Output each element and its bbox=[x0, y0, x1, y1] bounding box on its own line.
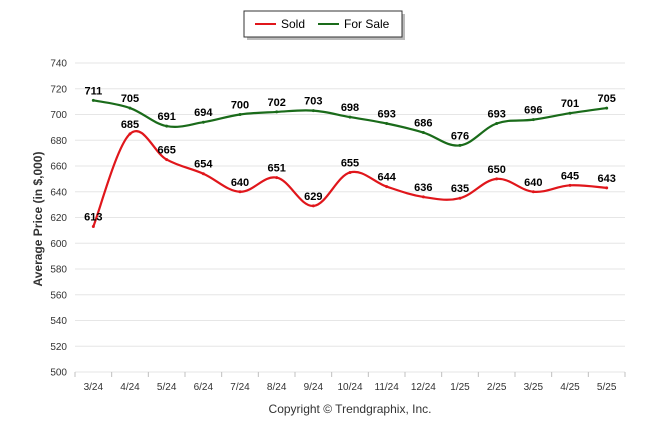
data-point-for-sale bbox=[495, 122, 499, 126]
data-point-for-sale bbox=[421, 131, 425, 135]
data-point-sold bbox=[531, 190, 535, 194]
data-point-for-sale bbox=[201, 120, 205, 124]
data-point-for-sale bbox=[238, 113, 242, 116]
legend: Sold For Sale bbox=[243, 10, 405, 40]
data-point-sold bbox=[348, 170, 352, 174]
data-point-for-sale bbox=[385, 122, 389, 126]
data-label-sold: 643 bbox=[597, 173, 615, 185]
data-point-sold bbox=[311, 204, 315, 208]
data-label-for-sale: 703 bbox=[304, 96, 322, 108]
data-label-for-sale: 693 bbox=[377, 109, 395, 121]
x-tick-label: 12/24 bbox=[411, 382, 436, 393]
data-point-for-sale bbox=[91, 98, 95, 102]
y-tick-label: 580 bbox=[50, 265, 67, 276]
y-tick-label: 680 bbox=[50, 136, 67, 147]
data-label-sold: 685 bbox=[121, 119, 139, 131]
data-label-for-sale: 701 bbox=[561, 98, 579, 110]
data-point-for-sale bbox=[165, 124, 169, 128]
data-point-sold bbox=[128, 132, 132, 136]
data-label-sold: 655 bbox=[341, 157, 359, 169]
data-label-for-sale: 686 bbox=[414, 118, 432, 130]
x-tick-label: 4/24 bbox=[120, 382, 140, 393]
data-point-sold bbox=[421, 195, 425, 199]
data-point-for-sale bbox=[605, 106, 609, 110]
x-tick-label: 8/24 bbox=[267, 382, 287, 393]
data-label-sold: 629 bbox=[304, 191, 322, 203]
data-label-for-sale: 698 bbox=[341, 102, 359, 114]
data-label-for-sale: 694 bbox=[194, 107, 213, 119]
copyright-credit: Copyright © Trendgraphix, Inc. bbox=[269, 402, 432, 416]
data-point-for-sale bbox=[458, 143, 462, 147]
y-tick-label: 500 bbox=[50, 368, 67, 379]
y-tick-label: 620 bbox=[50, 213, 67, 224]
data-point-sold bbox=[458, 196, 462, 200]
data-point-sold bbox=[605, 186, 609, 190]
x-tick-label: 9/24 bbox=[304, 382, 324, 393]
y-tick-label: 740 bbox=[50, 59, 67, 70]
x-tick-label: 10/24 bbox=[337, 382, 362, 393]
data-label-sold: 636 bbox=[414, 182, 432, 194]
data-point-sold bbox=[495, 177, 499, 181]
data-label-sold: 650 bbox=[487, 164, 505, 176]
data-label-sold: 644 bbox=[377, 172, 396, 184]
y-tick-label: 720 bbox=[50, 84, 67, 95]
grid-lines bbox=[75, 62, 625, 373]
y-tick-label: 640 bbox=[50, 187, 67, 198]
x-tick-label: 7/24 bbox=[230, 382, 250, 393]
data-point-sold bbox=[91, 225, 95, 229]
y-tick-labels: 500 520 540 560 580 600 620 640 660 680 700 720 740 bbox=[50, 59, 67, 379]
data-label-sold: 654 bbox=[194, 159, 213, 171]
data-label-sold: 613 bbox=[84, 212, 102, 224]
data-label-for-sale: 700 bbox=[231, 100, 249, 112]
data-point-sold bbox=[568, 183, 572, 187]
data-label-for-sale: 696 bbox=[524, 105, 542, 117]
data-label-for-sale: 705 bbox=[121, 93, 139, 105]
x-tick-label: 2/25 bbox=[487, 382, 507, 393]
x-tick-label: 11/24 bbox=[375, 382, 400, 393]
y-tick-label: 560 bbox=[50, 290, 67, 301]
data-label-sold: 640 bbox=[524, 177, 542, 189]
x-tick-label: 6/24 bbox=[194, 382, 214, 393]
x-tick-label: 3/24 bbox=[84, 382, 104, 393]
data-label-sold: 635 bbox=[451, 183, 469, 195]
x-tick-label: 1/25 bbox=[450, 382, 470, 393]
data-point-sold bbox=[165, 158, 169, 162]
y-tick-label: 700 bbox=[50, 110, 67, 121]
data-label-sold: 665 bbox=[157, 145, 175, 157]
data-point-sold bbox=[201, 172, 205, 176]
series-lines bbox=[91, 98, 609, 229]
data-label-sold: 651 bbox=[267, 163, 285, 175]
x-tick-label: 5/24 bbox=[157, 382, 177, 393]
x-tick-labels: 3/24 4/24 5/24 6/24 7/24 8/24 9/24 10/24 11/24 12… bbox=[74, 372, 626, 393]
x-tick-label: 4/25 bbox=[560, 382, 580, 393]
data-point-for-sale bbox=[311, 109, 315, 113]
data-point-sold bbox=[275, 176, 279, 180]
data-label-for-sale: 691 bbox=[157, 111, 175, 123]
data-label-for-sale: 693 bbox=[487, 109, 505, 121]
y-tick-label: 520 bbox=[50, 342, 67, 353]
data-point-sold bbox=[238, 190, 242, 194]
legend-forsale-label: For Sale bbox=[344, 17, 390, 31]
y-tick-label: 660 bbox=[50, 162, 67, 173]
y-tick-label: 600 bbox=[50, 239, 67, 250]
y-tick-label: 540 bbox=[50, 316, 67, 327]
data-point-for-sale bbox=[275, 110, 279, 114]
data-label-for-sale: 711 bbox=[84, 85, 102, 97]
data-label-sold: 645 bbox=[561, 170, 579, 182]
legend-sold-label: Sold bbox=[281, 17, 305, 31]
data-label-for-sale: 676 bbox=[451, 130, 469, 142]
x-tick-label: 3/25 bbox=[524, 382, 544, 393]
y-axis-title: Average Price (in $,000) bbox=[31, 152, 45, 287]
data-point-for-sale bbox=[568, 111, 572, 115]
data-point-for-sale bbox=[128, 106, 132, 110]
data-label-for-sale: 705 bbox=[597, 93, 615, 105]
data-labels: 613 685 665 654 640 651 629 655 644 636 635 650 640 6… bbox=[84, 85, 616, 223]
x-tick-label: 5/25 bbox=[597, 382, 617, 393]
data-point-sold bbox=[385, 185, 389, 189]
data-point-for-sale bbox=[531, 118, 535, 122]
data-label-sold: 640 bbox=[231, 177, 249, 189]
data-point-for-sale bbox=[348, 115, 352, 119]
data-label-for-sale: 702 bbox=[267, 97, 285, 109]
